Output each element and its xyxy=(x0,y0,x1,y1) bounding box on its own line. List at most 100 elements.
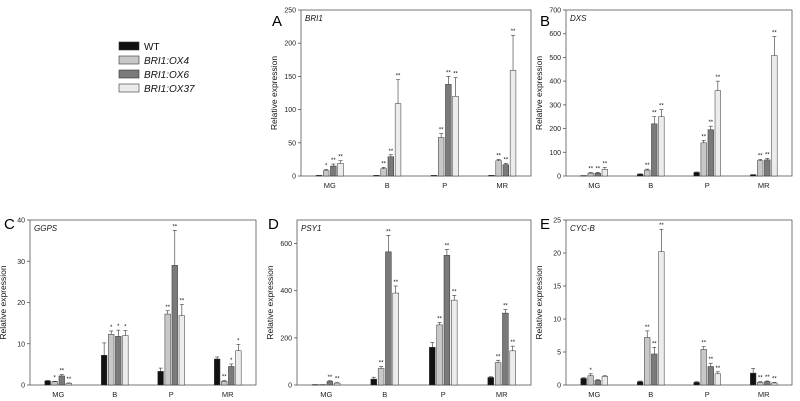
significance-mark: * xyxy=(54,375,57,381)
significance-mark: ** xyxy=(393,280,398,286)
significance-mark: * xyxy=(110,325,113,331)
panel-letter: E xyxy=(540,216,550,233)
legend-swatch-1 xyxy=(118,55,140,65)
significance-mark: ** xyxy=(496,153,501,159)
significance-mark: ** xyxy=(511,29,516,35)
bar-bri1-ox6 xyxy=(764,159,771,177)
bar-bri1-ox37 xyxy=(601,169,608,177)
significance-mark: ** xyxy=(381,161,386,167)
bar-wt xyxy=(429,347,436,386)
y-tick-label: 400 xyxy=(280,288,292,295)
significance-mark: * xyxy=(230,358,233,364)
bar-wt xyxy=(750,372,757,386)
significance-mark: ** xyxy=(708,120,713,126)
significance-mark: ** xyxy=(652,341,657,347)
y-tick-label: 700 xyxy=(549,8,561,15)
y-tick-label: 40 xyxy=(17,218,25,225)
significance-mark: ** xyxy=(439,128,444,134)
plot-frame xyxy=(296,219,532,386)
x-tick-label: P xyxy=(169,390,174,399)
bar-bri1-ox37 xyxy=(771,382,778,386)
significance-mark: ** xyxy=(504,157,509,163)
significance-mark: ** xyxy=(603,161,608,167)
y-axis-label: Relative expression xyxy=(534,265,544,339)
significance-mark: * xyxy=(237,339,240,345)
significance-mark: ** xyxy=(765,152,770,158)
bar-bri1-ox4 xyxy=(700,349,707,386)
y-tick-label: 150 xyxy=(284,74,296,81)
y-axis-label: Relative expression xyxy=(269,56,279,130)
bar-bri1-ox4 xyxy=(757,160,764,177)
bar-bri1-ox6 xyxy=(707,129,714,177)
y-tick-label: 100 xyxy=(284,107,296,114)
significance-mark: ** xyxy=(588,166,593,172)
x-tick-label: B xyxy=(648,390,653,399)
significance-mark: ** xyxy=(222,374,227,380)
significance-mark: ** xyxy=(496,354,501,360)
significance-mark: ** xyxy=(701,134,706,140)
bar-wt xyxy=(637,381,644,386)
bar-wt xyxy=(750,174,757,177)
bar-wt xyxy=(488,175,495,177)
x-tick-label: B xyxy=(382,390,387,399)
x-tick-label: B xyxy=(648,181,653,190)
legend-label-3: BRI1:OX37 xyxy=(144,84,195,95)
bar-wt xyxy=(214,358,221,386)
bar-wt xyxy=(580,378,587,386)
significance-mark: ** xyxy=(328,375,333,381)
x-tick-label: P xyxy=(705,390,710,399)
bar-wt xyxy=(487,377,494,386)
y-tick-label: 0 xyxy=(557,383,561,390)
y-tick-label: 10 xyxy=(17,341,25,348)
y-tick-label: 100 xyxy=(549,150,561,157)
y-tick-label: 500 xyxy=(549,55,561,62)
y-tick-label: 0 xyxy=(21,383,25,390)
bar-bri1-ox6 xyxy=(228,366,235,386)
bar-bri1-ox4 xyxy=(644,337,651,386)
x-tick-label: P xyxy=(442,181,447,190)
bar-wt xyxy=(44,380,51,386)
bar-bri1-ox4 xyxy=(377,368,385,386)
bar-bri1-ox37 xyxy=(771,55,778,177)
significance-mark: ** xyxy=(396,74,401,80)
significance-mark: ** xyxy=(453,72,458,78)
y-tick-label: 600 xyxy=(280,241,292,248)
chart-title: BRI1 xyxy=(305,14,323,23)
y-axis-label: Relative expression xyxy=(265,265,275,339)
significance-mark: ** xyxy=(386,229,391,235)
legend: WT BRI1:OX4 BRI1:OX6 BRI1:OX37 xyxy=(118,41,195,95)
bar-wt xyxy=(637,173,644,177)
bar-bri1-ox4 xyxy=(164,313,171,386)
x-tick-label: MR xyxy=(758,181,770,190)
bar-bri1-ox37 xyxy=(658,251,665,386)
significance-mark: * xyxy=(590,368,593,374)
significance-mark: ** xyxy=(446,70,451,76)
x-tick-label: MR xyxy=(496,181,508,190)
x-tick-label: P xyxy=(705,181,710,190)
bar-bri1-ox4 xyxy=(221,381,228,386)
bar-bri1-ox4 xyxy=(494,362,502,386)
x-tick-label: MR xyxy=(496,390,508,399)
panel-letter: A xyxy=(272,13,282,30)
bar-bri1-ox6 xyxy=(387,156,394,177)
y-tick-label: 15 xyxy=(553,284,561,291)
bar-bri1-ox6 xyxy=(594,380,601,386)
bar-bri1-ox4 xyxy=(323,170,330,177)
significance-mark: ** xyxy=(659,223,664,229)
bar-wt xyxy=(315,175,323,177)
panel-letter: C xyxy=(4,216,15,233)
x-tick-label: MG xyxy=(52,390,64,399)
significance-mark: ** xyxy=(645,325,650,331)
bar-bri1-ox4 xyxy=(700,142,707,177)
significance-mark: ** xyxy=(765,375,770,381)
y-tick-label: 30 xyxy=(17,259,25,266)
plot-frame xyxy=(565,219,793,386)
chart-panel-a: A BRI1 Relative expression 0 50 100 150 200 250 M… xyxy=(269,8,532,190)
bar-bri1-ox37 xyxy=(509,70,517,177)
bar-bri1-ox37 xyxy=(65,383,72,386)
bar-bri1-ox37 xyxy=(235,350,242,386)
x-tick-label: MG xyxy=(320,390,332,399)
bar-bri1-ox4 xyxy=(51,381,58,386)
chart-panel-e: E CYC-B Relative expression 0 5 10 15 20 25 MG * B *… xyxy=(534,216,793,399)
x-tick-label: B xyxy=(385,181,390,190)
